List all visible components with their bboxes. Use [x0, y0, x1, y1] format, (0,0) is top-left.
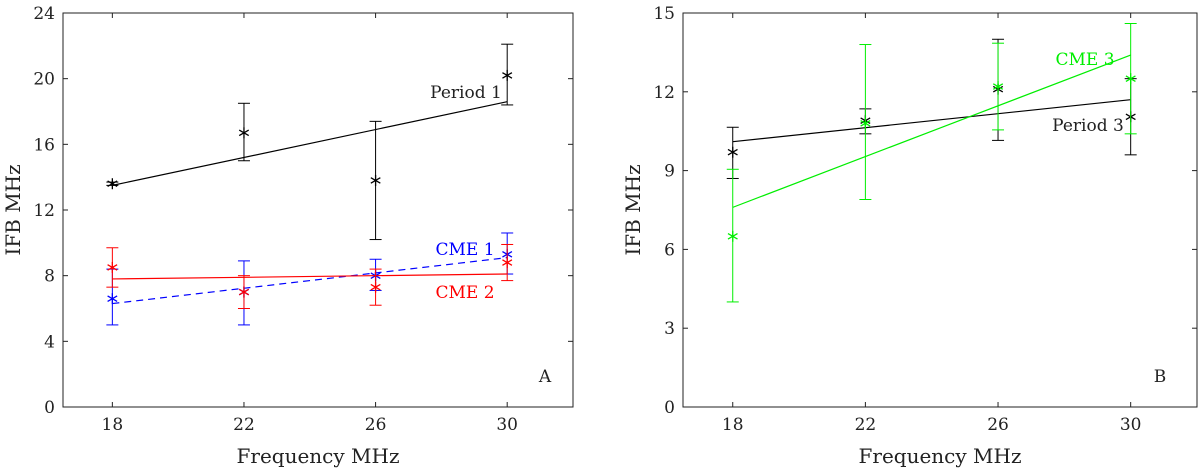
cme-2-data-point	[502, 257, 513, 269]
y-tick-label: 8	[44, 267, 55, 287]
cme-3-fit-line	[732, 54, 1131, 208]
panel-a-frame	[62, 12, 574, 408]
x-tick-label: 22	[233, 415, 255, 435]
period-1-data-point	[370, 174, 381, 186]
cme-3-data-point	[1125, 73, 1136, 85]
y-tick-label: 4	[44, 332, 55, 352]
panel-a-xlabel: Frequency MHz	[237, 444, 400, 468]
period-1-marker-stroke	[107, 180, 118, 188]
annotation-period-1: Period 1	[430, 83, 502, 103]
period-1-marker-stroke	[502, 72, 513, 79]
x-tick-label: 30	[496, 415, 518, 435]
x-tick-label: 18	[722, 415, 744, 435]
x-tick-label: 30	[1120, 415, 1142, 435]
annotation-cme-1: CME 1	[435, 240, 494, 260]
y-tick-label: 20	[33, 70, 55, 90]
panel-a-letter: A	[538, 367, 552, 387]
annotation-period-3: Period 3	[1052, 116, 1124, 136]
panel-b: 18 22 26 30 0 3 6 9 12 15 Frequency MHz IFB MHz B…	[621, 4, 1198, 468]
period-1-fit-line	[112, 101, 508, 186]
y-tick-label: 6	[664, 240, 675, 260]
cme-3-data-point	[727, 230, 738, 242]
period-3-marker-stroke	[727, 148, 738, 156]
y-tick-label: 0	[664, 398, 675, 418]
cme-1-fit-line	[112, 257, 508, 305]
cme-3-marker-stroke	[992, 83, 1004, 90]
cme-3-data-point	[992, 81, 1004, 93]
x-tick-label: 18	[102, 415, 124, 435]
y-tick-label: 0	[44, 398, 55, 418]
cme-1-data-point	[107, 293, 118, 305]
y-tick-label: 12	[653, 83, 675, 103]
x-tick-label: 26	[987, 415, 1009, 435]
period-1-data-point	[502, 69, 513, 81]
y-tick-label: 3	[664, 319, 675, 339]
cme-2-data-point	[107, 261, 118, 273]
period-1-marker-stroke	[238, 129, 250, 137]
panel-a-marks	[106, 43, 514, 326]
panel-a: 18 22 26 30 0 4 8 12 16 20 24 Frequency MHz IFB MH…	[1, 4, 574, 468]
y-tick-label: 9	[664, 162, 675, 182]
cme-2-marker-stroke	[370, 283, 381, 291]
panel-b-ylabel: IFB MHz	[621, 164, 645, 255]
annotation-cme-2: CME 2	[435, 283, 494, 303]
cme-2-data-point	[370, 281, 381, 293]
cme-2-marker-stroke	[238, 288, 250, 296]
y-tick-label: 24	[33, 4, 55, 24]
panel-b-ticks: 18 22 26 30 0 3 6 9 12 15	[653, 4, 1197, 435]
cme-1-marker-stroke	[107, 295, 118, 302]
panel-b-letter: B	[1154, 367, 1167, 387]
panel-a-ticks: 18 22 26 30 0 4 8 12 16 20 24	[33, 4, 573, 435]
panel-a-ylabel: IFB MHz	[1, 164, 25, 255]
y-tick-label: 12	[33, 201, 55, 221]
period-1-marker-stroke	[370, 177, 381, 184]
cme-2-data-point	[238, 286, 250, 298]
period-3-fit-line	[732, 99, 1131, 143]
panel-b-frame	[682, 12, 1198, 408]
x-tick-label: 26	[365, 415, 387, 435]
cme-2-marker-stroke	[107, 264, 118, 271]
period-1-data-point	[238, 127, 250, 139]
period-3-data-point	[727, 146, 738, 158]
cme-3-marker-stroke	[860, 120, 871, 127]
panel-b-marks	[726, 23, 1137, 303]
panel-b-xlabel: Frequency MHz	[859, 444, 1022, 468]
y-tick-label: 16	[33, 135, 55, 155]
cme-2-marker-stroke	[502, 259, 513, 266]
annotation-cme-3: CME 3	[1055, 50, 1114, 70]
cme-3-data-point	[860, 117, 871, 129]
period-1-data-point	[107, 178, 118, 190]
x-tick-label: 22	[855, 415, 877, 435]
cme-3-marker-stroke	[1125, 75, 1136, 82]
cme-3-marker-stroke	[727, 232, 738, 240]
cme-2-fit-line	[112, 273, 508, 280]
y-tick-label: 15	[653, 4, 675, 24]
